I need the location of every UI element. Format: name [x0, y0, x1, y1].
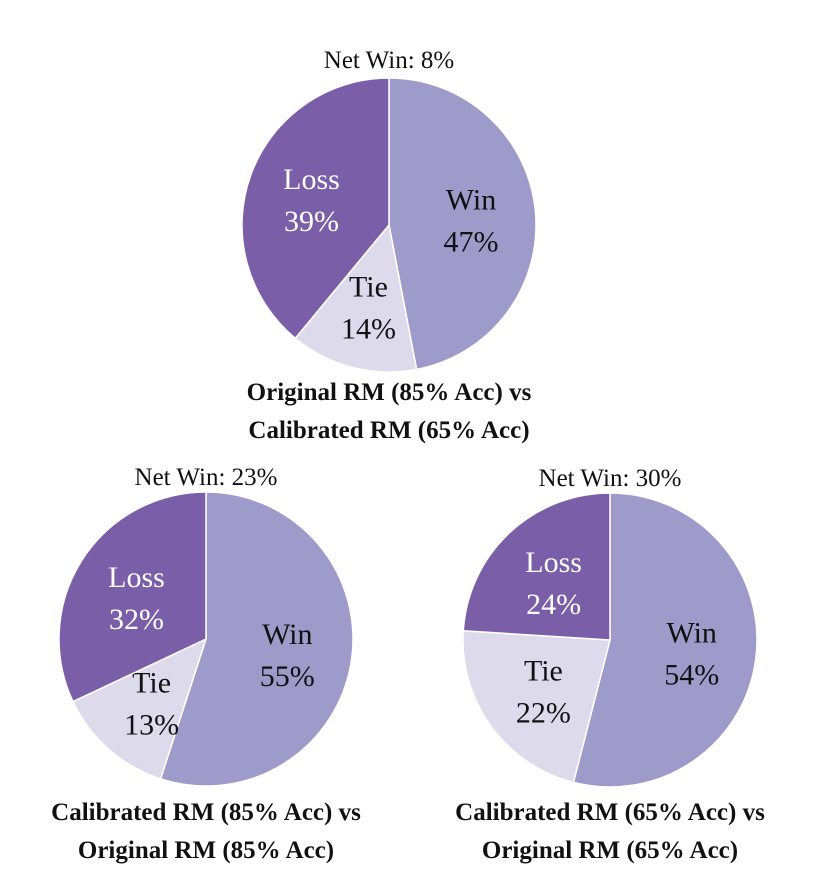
slice-value-win: 54%: [664, 658, 719, 691]
slice-label-win: Win: [262, 618, 312, 651]
net-win-label: Net Win: 30%: [539, 465, 682, 492]
slice-value-tie: 13%: [124, 709, 179, 742]
pie-slice-win: [159, 491, 354, 787]
pie-slice-tie: [462, 629, 611, 784]
slice-value-loss: 32%: [109, 603, 164, 636]
slice-value-loss: 24%: [526, 588, 581, 621]
pie-slice-loss: [58, 491, 207, 703]
net-win-label: Net Win: 8%: [324, 47, 454, 74]
slice-value-win: 47%: [444, 225, 499, 258]
slice-label-tie: Tie: [349, 271, 388, 304]
pie-chart-3: Win 54% Tie 22% Loss 24% Net Win: 30% Calibrate…: [455, 465, 765, 864]
pie-slice-tie: [294, 223, 418, 373]
slice-label-loss: Loss: [108, 561, 165, 594]
slice-label-loss: Loss: [283, 163, 340, 196]
pie-slice-tie: [71, 637, 208, 780]
chart-caption-line-2: Original RM (85% Acc): [78, 837, 334, 864]
pie-slice-win: [572, 492, 758, 788]
chart-caption-line-2: Original RM (65% Acc): [482, 837, 738, 864]
slice-value-tie: 22%: [516, 696, 571, 729]
chart-caption-line-1: Calibrated RM (65% Acc) vs: [455, 799, 765, 826]
slice-label-win: Win: [666, 616, 716, 649]
chart-caption-line-2: Calibrated RM (65% Acc): [248, 417, 529, 444]
pie-chart-1: Win 47% Tie 14% Loss 39% Net Win: 8% Original R…: [241, 47, 537, 444]
slice-label-tie: Tie: [132, 667, 171, 700]
pie-slice-loss: [462, 492, 611, 641]
slice-label-loss: Loss: [525, 546, 582, 579]
pie-slice-win: [388, 77, 537, 371]
slice-value-win: 55%: [260, 660, 315, 693]
slice-label-win: Win: [446, 183, 496, 216]
pie-chart-2: Win 55% Tie 13% Loss 32% Net Win: 23% Calibrate…: [51, 464, 361, 864]
slice-value-loss: 39%: [284, 205, 339, 238]
chart-caption-line-1: Original RM (85% Acc) vs: [247, 379, 532, 406]
chart-caption-line-1: Calibrated RM (85% Acc) vs: [51, 799, 361, 826]
net-win-label: Net Win: 23%: [135, 464, 278, 491]
slice-label-tie: Tie: [524, 654, 563, 687]
slice-value-tie: 14%: [341, 313, 396, 346]
pie-slice-loss: [241, 77, 390, 340]
